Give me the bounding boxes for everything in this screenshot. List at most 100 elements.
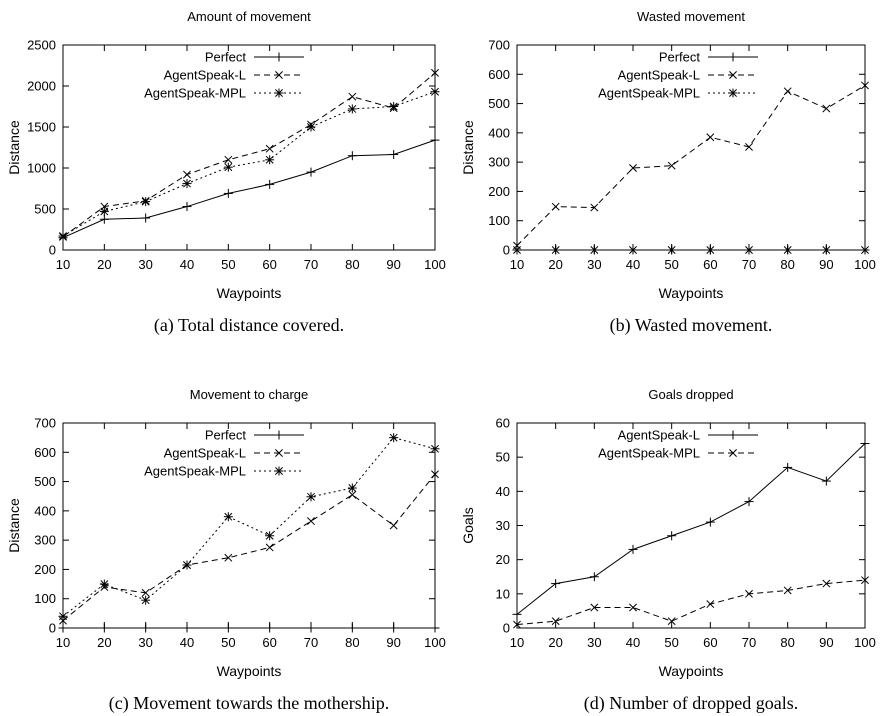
chart-1-x-tick-label: 10 (56, 257, 70, 272)
chart-1-legend-marker (274, 52, 284, 62)
chart-2-x-axis-label: Waypoints (659, 285, 724, 301)
chart-1-x-tick-label: 100 (424, 257, 446, 272)
chart-2-series-3-point (860, 245, 870, 255)
chart-3-y-tick-label: 300 (34, 533, 56, 548)
chart-2-series-3-point (744, 245, 754, 255)
chart-2-series-3-point (551, 245, 561, 255)
chart-3-y-tick-label: 500 (34, 474, 56, 489)
chart-4-series-1-point (783, 462, 793, 472)
chart-1-series-line-2 (62, 72, 436, 238)
chart-3-series-3-point (347, 483, 357, 493)
chart-1-series-3-point (223, 162, 233, 172)
chart-4-y-tick-label: 0 (503, 621, 510, 636)
chart-1-y-tick-label: 2500 (27, 38, 56, 53)
chart-4-series-line-2 (516, 579, 866, 626)
chart-3-series-1-point (265, 623, 275, 633)
chart-3-y-tick-label: 200 (34, 562, 56, 577)
chart-1-series-2-point (431, 68, 439, 77)
chart-1-series-1-point (265, 179, 275, 189)
chart-4-legend-label: AgentSpeak-MPL (598, 446, 700, 461)
chart-1-legend-marker (274, 88, 284, 98)
chart-1-series-3-point (58, 231, 68, 241)
chart-1-series-3-point (306, 122, 316, 132)
chart-4-y-tick-label: 60 (496, 416, 510, 431)
chart-3-legend-label: Perfect (205, 428, 247, 443)
chart-2-x-tick-label: 50 (664, 257, 678, 272)
chart-4-series-2-point (629, 603, 637, 612)
chart-4-series-1-point (512, 609, 522, 619)
chart-3-series-2-point (389, 521, 398, 530)
chart-1-legend-label: AgentSpeak-L (164, 68, 246, 83)
chart-4-series-1-point (705, 517, 715, 527)
chart-2-y-tick-label: 400 (488, 125, 510, 140)
chart-4-y-tick-label: 50 (496, 450, 510, 465)
chart-1-x-tick-label: 60 (262, 257, 276, 272)
chart-1-x-tick-label: 30 (138, 257, 152, 272)
chart-3-caption: (c) Movement towards the mothership. (109, 693, 389, 714)
chart-4-x-tick-label: 10 (510, 635, 524, 650)
chart-4-x-axis-label: Waypoints (659, 663, 724, 679)
chart-3-plot-frame (62, 422, 436, 629)
chart-4-series-2-point (667, 617, 676, 626)
chart-3-series-1-point (347, 623, 357, 633)
chart-4-series-2-point (706, 600, 715, 609)
chart-3-series-1-point (430, 623, 440, 633)
chart-1-series-2-point (348, 92, 357, 101)
chart-4-series-1-point (744, 497, 754, 507)
chart-3-series-1-point (141, 623, 151, 633)
chart-2-series-2-point (590, 203, 599, 212)
chart-4-y-tick-label: 40 (496, 484, 510, 499)
chart-4-series-2-point (822, 579, 831, 588)
chart-3-title: Movement to charge (190, 387, 309, 402)
chart-3-series-1-point (389, 623, 399, 633)
chart-2-legend-marker (728, 52, 738, 62)
chart-1-series-3-point (99, 206, 109, 216)
chart-3-legend-marker (274, 430, 284, 440)
chart-3-series-1-point (223, 623, 233, 633)
chart-3-x-tick-label: 40 (180, 635, 194, 650)
chart-2-y-tick-label: 200 (488, 184, 510, 199)
chart-2-y-tick-label: 700 (488, 38, 510, 53)
chart-3-series-2-point (348, 490, 357, 499)
chart-2-series-2-point (822, 104, 831, 113)
chart-3-series-1-point (99, 623, 109, 633)
chart-2-series-2-point (551, 202, 560, 211)
chart-4-series-1-point (589, 572, 599, 582)
chart-3-series-2-point (224, 553, 233, 562)
chart-4-series-1-point (860, 439, 870, 448)
chart-1-legend-label: Perfect (205, 50, 247, 65)
chart-4-y-axis-label: Goals (460, 507, 476, 544)
chart-1-series-1-point (141, 213, 151, 223)
chart-1-series-3-point (347, 104, 357, 114)
chart-2-caption: (b) Wasted movement. (610, 315, 773, 336)
chart-3-series-2-point (265, 543, 274, 552)
chart-1-y-tick-label: 1000 (27, 161, 56, 176)
chart-2-x-tick-label: 100 (854, 257, 876, 272)
chart-1-legend-label: AgentSpeak-MPL (144, 86, 246, 101)
chart-1-legend-marker (275, 71, 283, 79)
chart-3-x-tick-label: 100 (424, 635, 446, 650)
chart-2-series-3-point (628, 245, 638, 255)
chart-1-title: Amount of movement (187, 9, 311, 24)
chart-4-x-tick-label: 90 (819, 635, 833, 650)
chart-1-x-tick-label: 80 (345, 257, 359, 272)
chart-2-y-tick-label: 500 (488, 96, 510, 111)
chart-1-x-tick-label: 90 (386, 257, 400, 272)
chart-4-legend-marker (728, 430, 738, 440)
chart-2-legend-label: AgentSpeak-MPL (598, 86, 700, 101)
chart-2-series-2-point (667, 161, 676, 170)
chart-3-series-1-point (182, 623, 192, 633)
chart-4-series-line-1 (516, 443, 866, 615)
chart-4-title: Goals dropped (648, 387, 733, 402)
chart-1-series-1-point (306, 167, 316, 177)
chart-4-x-tick-label: 40 (626, 635, 640, 650)
chart-3-y-tick-label: 400 (34, 503, 56, 518)
chart-1-series-1-point (389, 149, 399, 159)
chart-4-x-tick-label: 50 (664, 635, 678, 650)
chart-3-y-tick-label: 100 (34, 591, 56, 606)
chart-4-series-2-point (783, 586, 792, 595)
chart-4-y-tick-label: 30 (496, 518, 510, 533)
chart-1-y-tick-label: 2000 (27, 79, 56, 94)
chart-2-x-tick-label: 40 (626, 257, 640, 272)
